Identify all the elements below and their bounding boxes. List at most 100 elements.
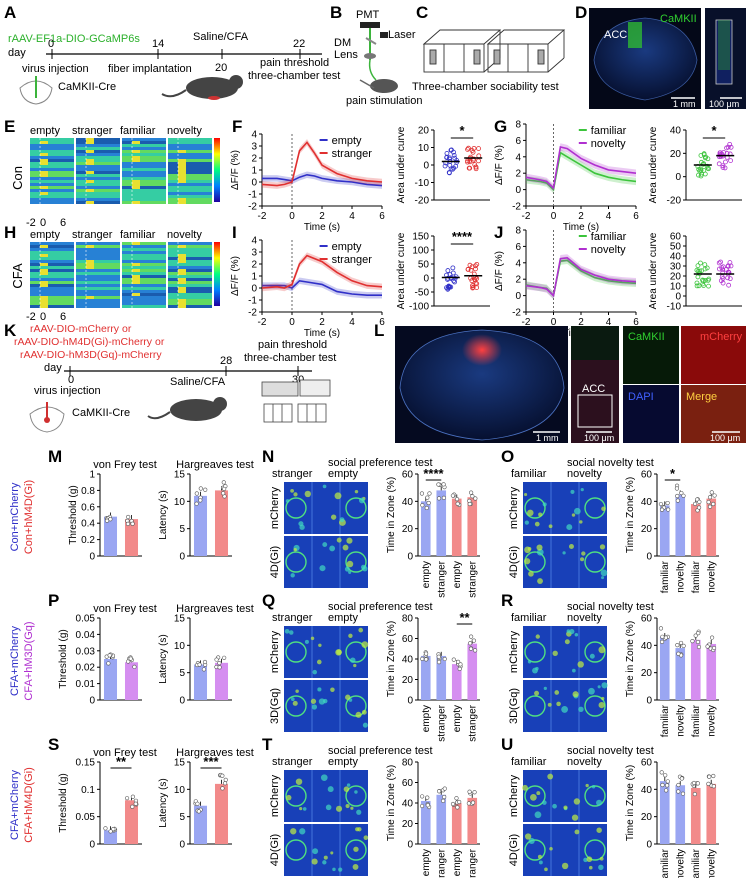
occupancy-spot — [334, 492, 342, 500]
bar — [451, 498, 462, 556]
y-tick-label: -2 — [512, 308, 521, 319]
y-tick-label: 0 — [89, 696, 95, 707]
heatmap-row — [168, 183, 212, 186]
k-event-3chamber: three-chamber test — [244, 352, 336, 364]
panel-letter-P: P — [48, 591, 59, 610]
bar-point — [220, 786, 225, 791]
occupancy-spot — [530, 793, 537, 801]
heatmap-row — [76, 257, 120, 260]
occupancy-spot — [330, 514, 337, 520]
k-day-28: 28 — [220, 355, 232, 367]
bar-point — [133, 801, 138, 806]
y-tick-label: 40 — [641, 785, 653, 796]
heatmap-row — [30, 281, 74, 284]
y-tick-label: 0.6 — [81, 502, 95, 513]
bar-point — [675, 642, 680, 648]
occupancy-spot — [552, 803, 557, 809]
occupancy-title: social preference test — [328, 601, 433, 613]
occupancy-spot — [536, 791, 541, 796]
auc-point — [723, 267, 729, 272]
occupancy-spot — [304, 639, 309, 644]
occupancy-spot — [562, 551, 566, 555]
heatmap-row — [76, 248, 120, 251]
heatmap-row — [122, 275, 166, 278]
bar-point — [436, 660, 442, 665]
heatH-col-2: familiar — [120, 229, 156, 241]
y-tick-label: 5 — [179, 524, 185, 535]
occupancy-spot — [569, 629, 575, 635]
bar-point — [201, 667, 207, 672]
auc-point — [698, 260, 703, 266]
cup-left — [524, 641, 546, 663]
y-axis-label: Threshold (g) — [58, 629, 69, 688]
occupancy-spot — [322, 860, 327, 865]
panel-letter-E: E — [4, 117, 15, 136]
auc-point — [476, 153, 482, 159]
heatmap-hot — [86, 180, 94, 183]
auc-point — [452, 155, 458, 161]
y-tick-label: 10 — [174, 785, 186, 796]
heatmap-hot — [40, 281, 48, 284]
heatE-xtick-1: 0 — [40, 217, 46, 229]
heatmap-row — [168, 180, 212, 183]
auc-point — [469, 148, 475, 153]
bar-point — [128, 656, 133, 661]
x-tick-label: novelty — [675, 849, 686, 878]
bar-point — [707, 495, 713, 500]
x-tick-label: 0 — [289, 211, 295, 222]
heatmap-row — [30, 296, 74, 299]
auc-point — [725, 144, 731, 150]
legend-label: stranger — [332, 148, 373, 160]
heatmap-row — [122, 144, 166, 147]
heatmap-row — [76, 180, 120, 183]
heatmap-row — [30, 272, 74, 275]
cup-left — [285, 695, 307, 717]
x-tick-label: 4 — [606, 211, 612, 222]
occupancy-spot — [311, 858, 318, 865]
heatmap-row — [168, 299, 212, 302]
panel-letter-N: N — [262, 447, 274, 466]
occupancy-header-left: stranger — [272, 756, 313, 768]
y-tick-label: 3 — [251, 248, 257, 259]
x-tick-label: 0 — [551, 211, 557, 222]
x-tick-label: 6 — [379, 317, 385, 328]
heatmap-hot — [178, 287, 186, 290]
heatmap-row — [30, 257, 74, 260]
x-tick-label: familiar — [691, 848, 702, 878]
auc-point — [473, 266, 478, 272]
bar-point — [681, 643, 686, 648]
occupancy-spot — [586, 856, 593, 863]
heatmap-hot — [40, 159, 48, 162]
bar-point — [706, 781, 711, 786]
occupancy-row-label: 3D(Gq) — [508, 688, 520, 724]
heatmap-hot — [40, 162, 48, 165]
mouse-label-A: CaMKII-Cre — [58, 81, 116, 93]
heatmap-row — [76, 266, 120, 269]
occupancy-spot — [561, 706, 569, 713]
y-tick-label: -10 — [667, 302, 682, 313]
cup-left — [285, 839, 307, 861]
y-tick-label: 4 — [515, 152, 521, 163]
occupancy-spot — [346, 560, 354, 568]
y-tick-label: 2 — [251, 260, 257, 271]
y-tick-label: 0.2 — [81, 535, 95, 546]
bar — [193, 495, 208, 556]
y-tick-label: 20 — [402, 524, 414, 535]
bar-point — [665, 779, 670, 784]
occupancy-spot — [361, 709, 367, 715]
channel-mcherry — [681, 326, 746, 384]
bar-point — [107, 653, 112, 658]
occupancy-spot — [332, 867, 336, 872]
occupancy-spot — [532, 667, 538, 674]
heatmap-row — [76, 156, 120, 159]
x-tick-label: 2 — [319, 317, 325, 328]
channel-label-dapi: DAPI — [628, 391, 654, 403]
occupancy-spot — [534, 690, 540, 696]
bar-point — [427, 491, 432, 496]
zoom-signal — [718, 20, 730, 70]
y-axis-label: Threshold (g) — [68, 485, 79, 544]
heatmap-row — [76, 245, 120, 248]
panelL-scale1: 1 mm — [536, 433, 559, 443]
y-tick-label: 0.05 — [76, 614, 96, 625]
y-tick-label: 0.05 — [76, 812, 96, 823]
